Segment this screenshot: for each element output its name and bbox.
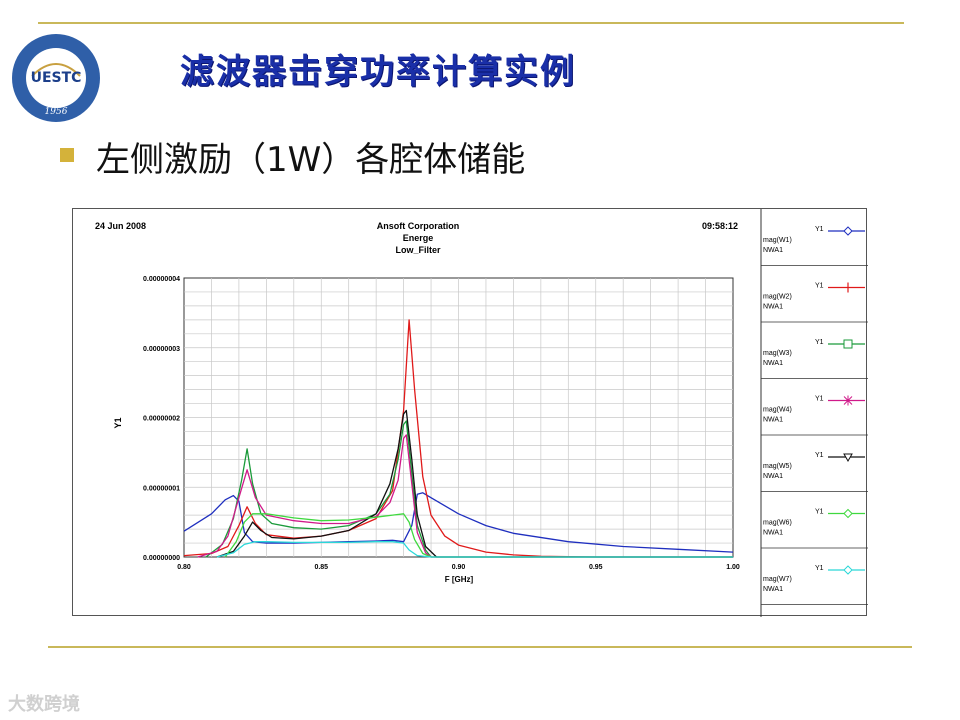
legend-series-source: NWA1 bbox=[763, 586, 783, 593]
legend-series-name: mag(W4) bbox=[763, 407, 792, 414]
legend-series-name: mag(W2) bbox=[763, 294, 792, 301]
legend-triangle-icon bbox=[843, 453, 853, 463]
plot-grid bbox=[183, 277, 734, 558]
university-logo: UESTC 1956 bbox=[12, 34, 100, 122]
chart-date: 24 Jun 2008 bbox=[95, 221, 146, 231]
axis-ticks: 0.80 0.85 0.90 0.95 1.00 0.00000000 0.00000001… bbox=[143, 276, 740, 571]
logo-year: 1956 bbox=[45, 107, 68, 117]
chart-time: 09:58:12 bbox=[702, 221, 738, 231]
legend-series-name: mag(W5) bbox=[763, 463, 792, 470]
y-tick-label: 0.00000004 bbox=[143, 276, 180, 283]
series-line-w1 bbox=[183, 492, 734, 553]
energy-chart: Y1 mag(W1) NWA1 Y1 mag(W2) NWA1 Y1 mag(W3) NWA1 Y… bbox=[95, 209, 868, 617]
y-tick-label: 0.00000000 bbox=[143, 555, 180, 562]
legend-series-source: NWA1 bbox=[763, 417, 783, 424]
legend-series-name: mag(W3) bbox=[763, 350, 792, 357]
chart-title: Energe bbox=[403, 233, 434, 243]
plot-series bbox=[183, 319, 734, 558]
x-tick-label: 0.90 bbox=[452, 564, 466, 571]
legend-series-source: NWA1 bbox=[763, 530, 783, 537]
watermark: 大数跨境 bbox=[8, 694, 80, 715]
legend-series-source: NWA1 bbox=[763, 247, 783, 254]
legend: Y1 mag(W1) NWA1 Y1 mag(W2) NWA1 Y1 mag(W3) NWA1 Y… bbox=[761, 226, 868, 605]
legend-axis: Y1 bbox=[815, 283, 824, 290]
legend-diamond-icon bbox=[843, 508, 853, 519]
legend-series-source: NWA1 bbox=[763, 360, 783, 367]
x-tick-label: 0.85 bbox=[314, 564, 328, 571]
series-line-w5 bbox=[216, 409, 733, 558]
legend-series-name: mag(W1) bbox=[763, 237, 792, 244]
logo-text: UESTC bbox=[31, 70, 82, 86]
legend-series-source: NWA1 bbox=[763, 304, 783, 311]
x-tick-label: 1.00 bbox=[726, 564, 740, 571]
slide-title: 滤波器击穿功率计算实例 bbox=[180, 52, 576, 92]
legend-axis: Y1 bbox=[815, 226, 824, 233]
chart-subtitle: Low_Filter bbox=[395, 245, 441, 255]
y-tick-label: 0.00000001 bbox=[143, 485, 180, 492]
legend-series-name: mag(W7) bbox=[763, 576, 792, 583]
y-axis-label: Y1 bbox=[113, 417, 123, 428]
chart-company: Ansoft Corporation bbox=[377, 221, 460, 231]
series-line-w4 bbox=[197, 434, 733, 558]
legend-series-name: mag(W6) bbox=[763, 520, 792, 527]
legend-axis: Y1 bbox=[815, 339, 824, 346]
bottom-rule bbox=[48, 646, 912, 648]
legend-square-icon bbox=[843, 339, 853, 349]
legend-axis: Y1 bbox=[815, 509, 824, 516]
legend-axis: Y1 bbox=[815, 452, 824, 459]
legend-asterisk-icon bbox=[843, 395, 853, 406]
x-axis-label: F [GHz] bbox=[445, 575, 474, 584]
y-tick-label: 0.00000002 bbox=[143, 416, 180, 423]
x-tick-label: 0.80 bbox=[177, 564, 191, 571]
bullet-square-icon bbox=[60, 148, 74, 162]
series-line-w6 bbox=[224, 513, 733, 558]
y-tick-label: 0.00000003 bbox=[143, 346, 180, 353]
legend-axis: Y1 bbox=[815, 396, 824, 403]
logo-inner-disc bbox=[26, 48, 86, 108]
chart-figure: Y1 mag(W1) NWA1 Y1 mag(W2) NWA1 Y1 mag(W3) NWA1 Y… bbox=[72, 208, 868, 617]
legend-diamond-icon bbox=[843, 565, 853, 575]
series-line-w7 bbox=[216, 541, 733, 558]
x-tick-label: 0.95 bbox=[589, 564, 603, 571]
legend-axis: Y1 bbox=[815, 565, 824, 572]
series-line-w3 bbox=[205, 420, 733, 558]
legend-series-source: NWA1 bbox=[763, 473, 783, 480]
legend-diamond-icon bbox=[843, 226, 853, 236]
top-rule bbox=[38, 22, 904, 24]
bullet-text: 左侧激励（1W）各腔体储能 bbox=[96, 140, 526, 180]
